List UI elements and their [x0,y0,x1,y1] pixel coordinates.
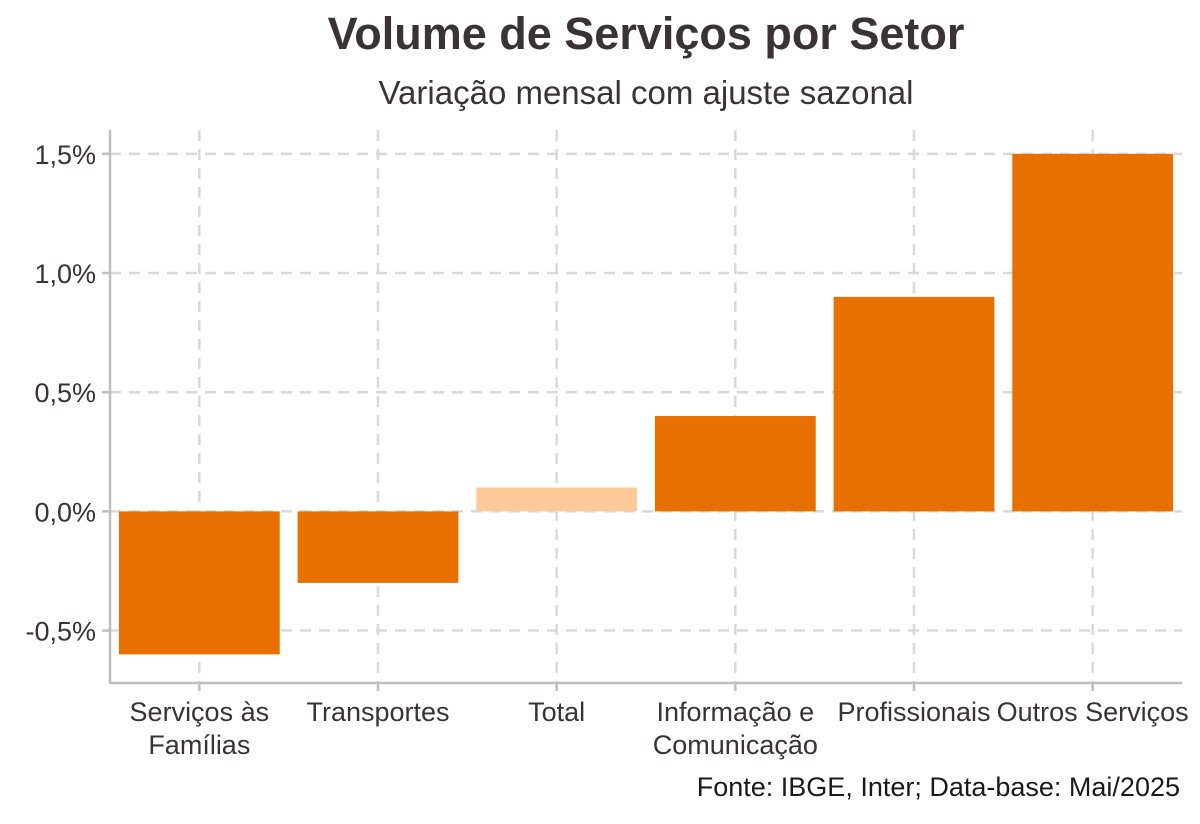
x-tick-label: Transportes [306,697,449,727]
y-tick-label: 1,5% [34,140,96,170]
y-tick-label: 0,5% [34,378,96,408]
y-tick-label: 1,0% [34,259,96,289]
x-tick-label: Outros Serviços [997,697,1189,727]
x-tick-label: Serviços às Famílias [130,697,270,760]
x-tick-label: Profissionais [837,697,990,727]
bar [833,296,995,512]
x-tick-label: Informação e Comunicação [653,697,818,760]
axes [102,130,1182,691]
bar [118,511,280,655]
bar [1012,153,1174,512]
bar [654,416,816,512]
tick-labels: -0,5% 0,0% 0,5% 1,0% 1,5% Serviços às Famílias… [25,140,1188,760]
bars [118,153,1174,655]
chart-subtitle: Variação mensal com ajuste sazonal [378,74,914,111]
chart-caption: Fonte: IBGE, Inter; Data-base: Mai/2025 [696,772,1180,802]
bar [476,487,638,512]
y-tick-label: 0,0% [34,497,96,527]
x-tick-label: Total [528,697,585,727]
chart-title: Volume de Serviços por Setor [327,8,965,59]
bar [297,511,459,583]
y-tick-label: -0,5% [25,617,96,647]
